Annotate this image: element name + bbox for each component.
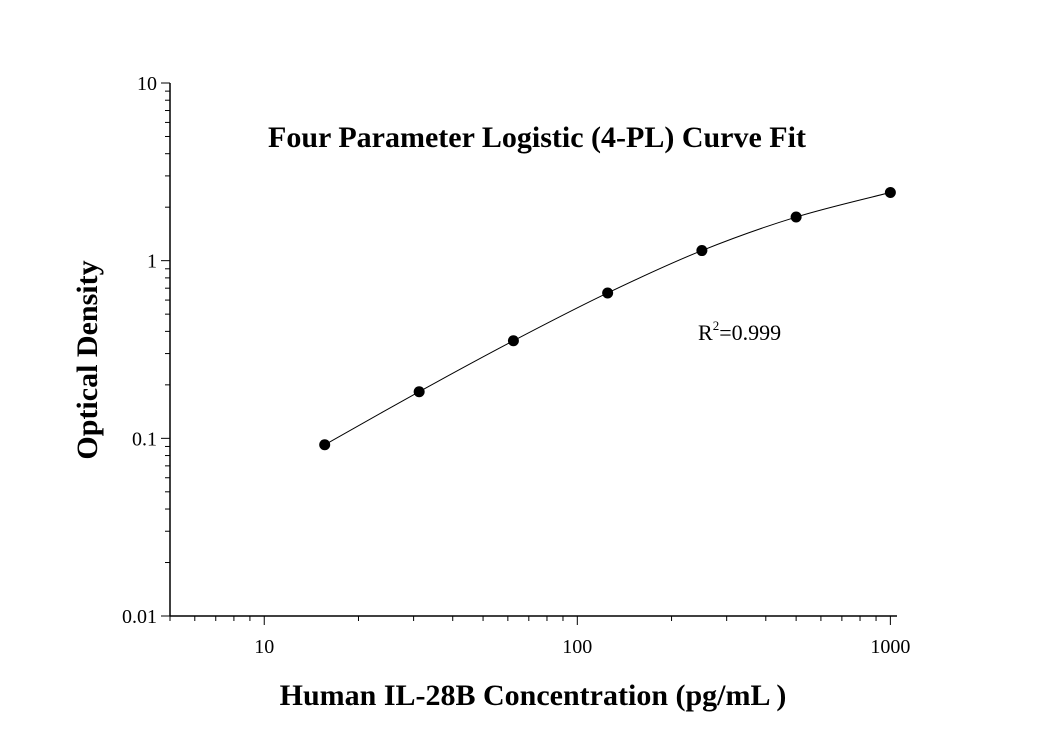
y-tick-label: 1	[147, 251, 157, 273]
y-tick-label: 0.1	[132, 428, 157, 450]
x-axis: 10 100 1000	[169, 615, 910, 658]
data-point	[790, 211, 802, 223]
y-axis-title: Optical Density	[71, 260, 104, 459]
r-squared-superscript: 2	[713, 318, 720, 333]
data-point	[696, 245, 708, 257]
x-tick-label: 1000	[870, 636, 910, 658]
y-tick-label: 10	[137, 73, 157, 95]
y-tick-label: 0.01	[122, 606, 157, 628]
data-point	[602, 287, 614, 299]
x-tick-label: 10	[254, 636, 274, 658]
data-point	[507, 335, 519, 347]
y-axis: 0.01 0.1 1 10	[122, 73, 171, 628]
r-squared-value: =0.999	[719, 320, 781, 345]
x-axis-title: Human IL-28B Concentration (pg/mL )	[280, 679, 787, 712]
data-point	[884, 186, 896, 198]
data-points-layer	[319, 186, 896, 451]
r-squared-base: R	[698, 320, 713, 345]
chart-title: Four Parameter Logistic (4-PL) Curve Fit	[268, 121, 806, 154]
data-point	[319, 439, 331, 451]
x-tick-label: 100	[562, 636, 592, 658]
r-squared-annotation: R2=0.999	[698, 318, 781, 345]
data-point	[413, 386, 425, 398]
